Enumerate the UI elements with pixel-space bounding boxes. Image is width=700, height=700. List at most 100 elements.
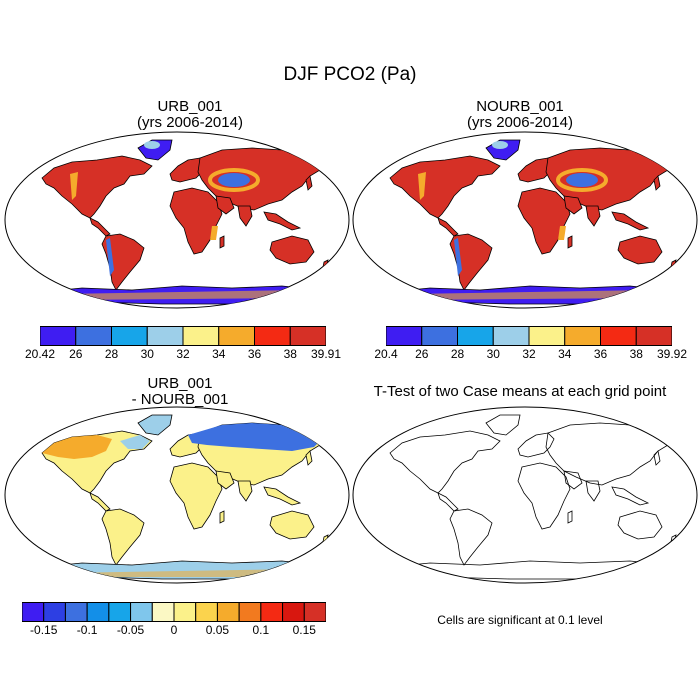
colorbar-diff-swatch-2 xyxy=(64,602,88,622)
map-urb-plateau-ring xyxy=(208,168,260,192)
colorbar-urb-swatch-5 xyxy=(218,326,255,346)
map-urb-andes xyxy=(106,238,114,276)
colorbar-urb-tick-5: 34 xyxy=(212,347,226,361)
colorbar-nourb-swatches xyxy=(385,326,673,346)
map-nourb-madagascar xyxy=(567,235,573,249)
map-nourb-rockies xyxy=(418,172,426,200)
map-ttest-madagascar xyxy=(567,510,573,524)
colorbar-diff-swatch-13 xyxy=(303,602,327,622)
colorbar-nourb-swatch-6 xyxy=(600,326,637,346)
colorbar-urb-tick-0: 20.42 xyxy=(24,347,56,361)
map-urb-arabia xyxy=(215,195,235,215)
map-urb-coast-band xyxy=(62,290,302,300)
colorbar-diff-tick-4: 0.05 xyxy=(205,623,230,637)
map-urb-rockies xyxy=(70,172,78,200)
map-nourb-india xyxy=(585,205,601,227)
map-nourb-africa xyxy=(517,187,571,255)
colorbar-nourb-swatch-4 xyxy=(528,326,566,346)
colorbar-diff-swatches xyxy=(21,602,327,622)
colorbar-diff-swatch-3 xyxy=(86,602,110,622)
map-urb-africa xyxy=(169,187,223,255)
colorbar-urb-tick-1: 26 xyxy=(69,347,83,361)
colorbar-nourb-swatch-0 xyxy=(385,326,423,346)
colorbar-diff-swatch-6 xyxy=(151,602,175,622)
map-urb-ethiopia xyxy=(210,226,218,240)
colorbar-diff-swatch-8 xyxy=(195,602,218,622)
colorbar-urb-swatch-1 xyxy=(75,326,112,346)
colorbar-urb-tick-6: 36 xyxy=(247,347,262,361)
map-ttest-africa xyxy=(517,462,571,530)
colorbar-urb-tick-3: 30 xyxy=(140,347,154,361)
colorbar-urb-swatch-2 xyxy=(111,326,148,346)
map-urb-seasia xyxy=(263,211,302,231)
map-diff-siberia-patch xyxy=(188,423,324,451)
map-diff-quebec-patch xyxy=(120,435,150,449)
map-nourb-ethiopia xyxy=(558,226,566,240)
colorbar-diff-tick-3: 0 xyxy=(170,623,178,637)
colorbar-nourb-tick-7: 38 xyxy=(629,347,643,361)
map-ttest-samerica xyxy=(449,508,493,566)
colorbar-nourb-swatch-2 xyxy=(457,326,494,346)
map-diff-australia xyxy=(269,510,315,540)
map-diff-india xyxy=(237,480,253,502)
map-ttest xyxy=(352,406,698,584)
colorbar-diff-swatch-9 xyxy=(216,602,240,622)
significance-note: Cells are significant at 0.1 level xyxy=(437,613,603,627)
panel-title-diff-line2: - NOURB_001 xyxy=(131,391,229,408)
map-ttest-australia xyxy=(617,510,663,540)
map-diff-africa xyxy=(169,462,223,530)
map-diff-seasia xyxy=(263,486,302,506)
map-nourb-greenland-core xyxy=(492,141,508,149)
colorbar-diff: -0.15 -0.1 -0.05 0 0.05 0.1 0.15 xyxy=(21,602,327,642)
map-ttest-namerica xyxy=(389,430,501,494)
map-nourb-arabia xyxy=(563,195,583,215)
panel-title-nourb: NOURB_001 (yrs 2006-2014) xyxy=(355,99,685,131)
map-ttest-europe xyxy=(517,432,555,458)
colorbar-diff-tick-5: 0.1 xyxy=(252,623,270,637)
colorbar-urb-tick-8: 39.91 xyxy=(310,347,342,361)
colorbar-urb-swatch-3 xyxy=(146,326,184,346)
panel-title-ttest-line1: T-Test of two Case means at each grid po… xyxy=(373,383,667,400)
map-nourb-seasia xyxy=(611,211,650,231)
colorbar-diff-swatch-10 xyxy=(238,602,262,622)
map-urb-samerica xyxy=(101,233,145,291)
panel-title-ttest: T-Test of two Case means at each grid po… xyxy=(355,384,685,400)
colorbar-diff-swatch-4 xyxy=(108,602,132,622)
colorbar-diff-swatch-11 xyxy=(260,602,284,622)
map-urb-india xyxy=(237,205,253,227)
colorbar-urb-swatch-0 xyxy=(39,326,77,346)
colorbar-diff-swatch-12 xyxy=(282,602,305,622)
colorbar-nourb-swatch-1 xyxy=(421,326,458,346)
colorbar-diff-swatch-7 xyxy=(173,602,197,622)
panel-title-urb: URB_001 (yrs 2006-2014) xyxy=(25,99,355,131)
colorbar-urb-swatch-4 xyxy=(182,326,220,346)
colorbar-nourb-swatch-5 xyxy=(564,326,601,346)
colorbar-diff-tick-1: -0.1 xyxy=(76,623,98,637)
map-ttest-arabia xyxy=(563,470,583,490)
colorbar-nourb-tick-1: 26 xyxy=(415,347,429,361)
colorbar-urb-swatch-7 xyxy=(289,326,327,346)
colorbar-nourb-tick-2: 28 xyxy=(450,347,465,361)
colorbar-nourb-swatch-3 xyxy=(492,326,530,346)
colorbar-nourb-tick-5: 34 xyxy=(558,347,572,361)
map-nourb-plateau-ring xyxy=(556,168,608,192)
map-urb-centralam xyxy=(89,217,111,237)
panel-title-urb-line1: URB_001 xyxy=(157,98,223,115)
map-diff-greenland xyxy=(137,414,173,436)
map-diff-japan xyxy=(305,450,313,466)
colorbar-urb-tick-2: 28 xyxy=(104,347,119,361)
map-urb-tibet-patch xyxy=(218,173,250,187)
panel-title-urb-line2: (yrs 2006-2014) xyxy=(137,114,243,131)
colorbar-urb: 20.42 26 28 30 32 34 36 38 39.91 xyxy=(25,326,341,366)
map-nourb-samerica xyxy=(449,233,493,291)
colorbar-diff-swatch-5 xyxy=(130,602,153,622)
panel-title-nourb-line1: NOURB_001 xyxy=(476,98,564,115)
map-diff xyxy=(4,406,350,584)
map-urb-australia xyxy=(269,235,315,265)
map-ttest-greenland xyxy=(485,414,521,436)
map-nourb-coast-band xyxy=(410,290,650,300)
colorbar-diff-swatch-1 xyxy=(43,602,66,622)
colorbar-urb-swatches xyxy=(39,326,327,346)
colorbar-diff-swatch-0 xyxy=(21,602,45,622)
map-ttest-india xyxy=(585,480,601,502)
